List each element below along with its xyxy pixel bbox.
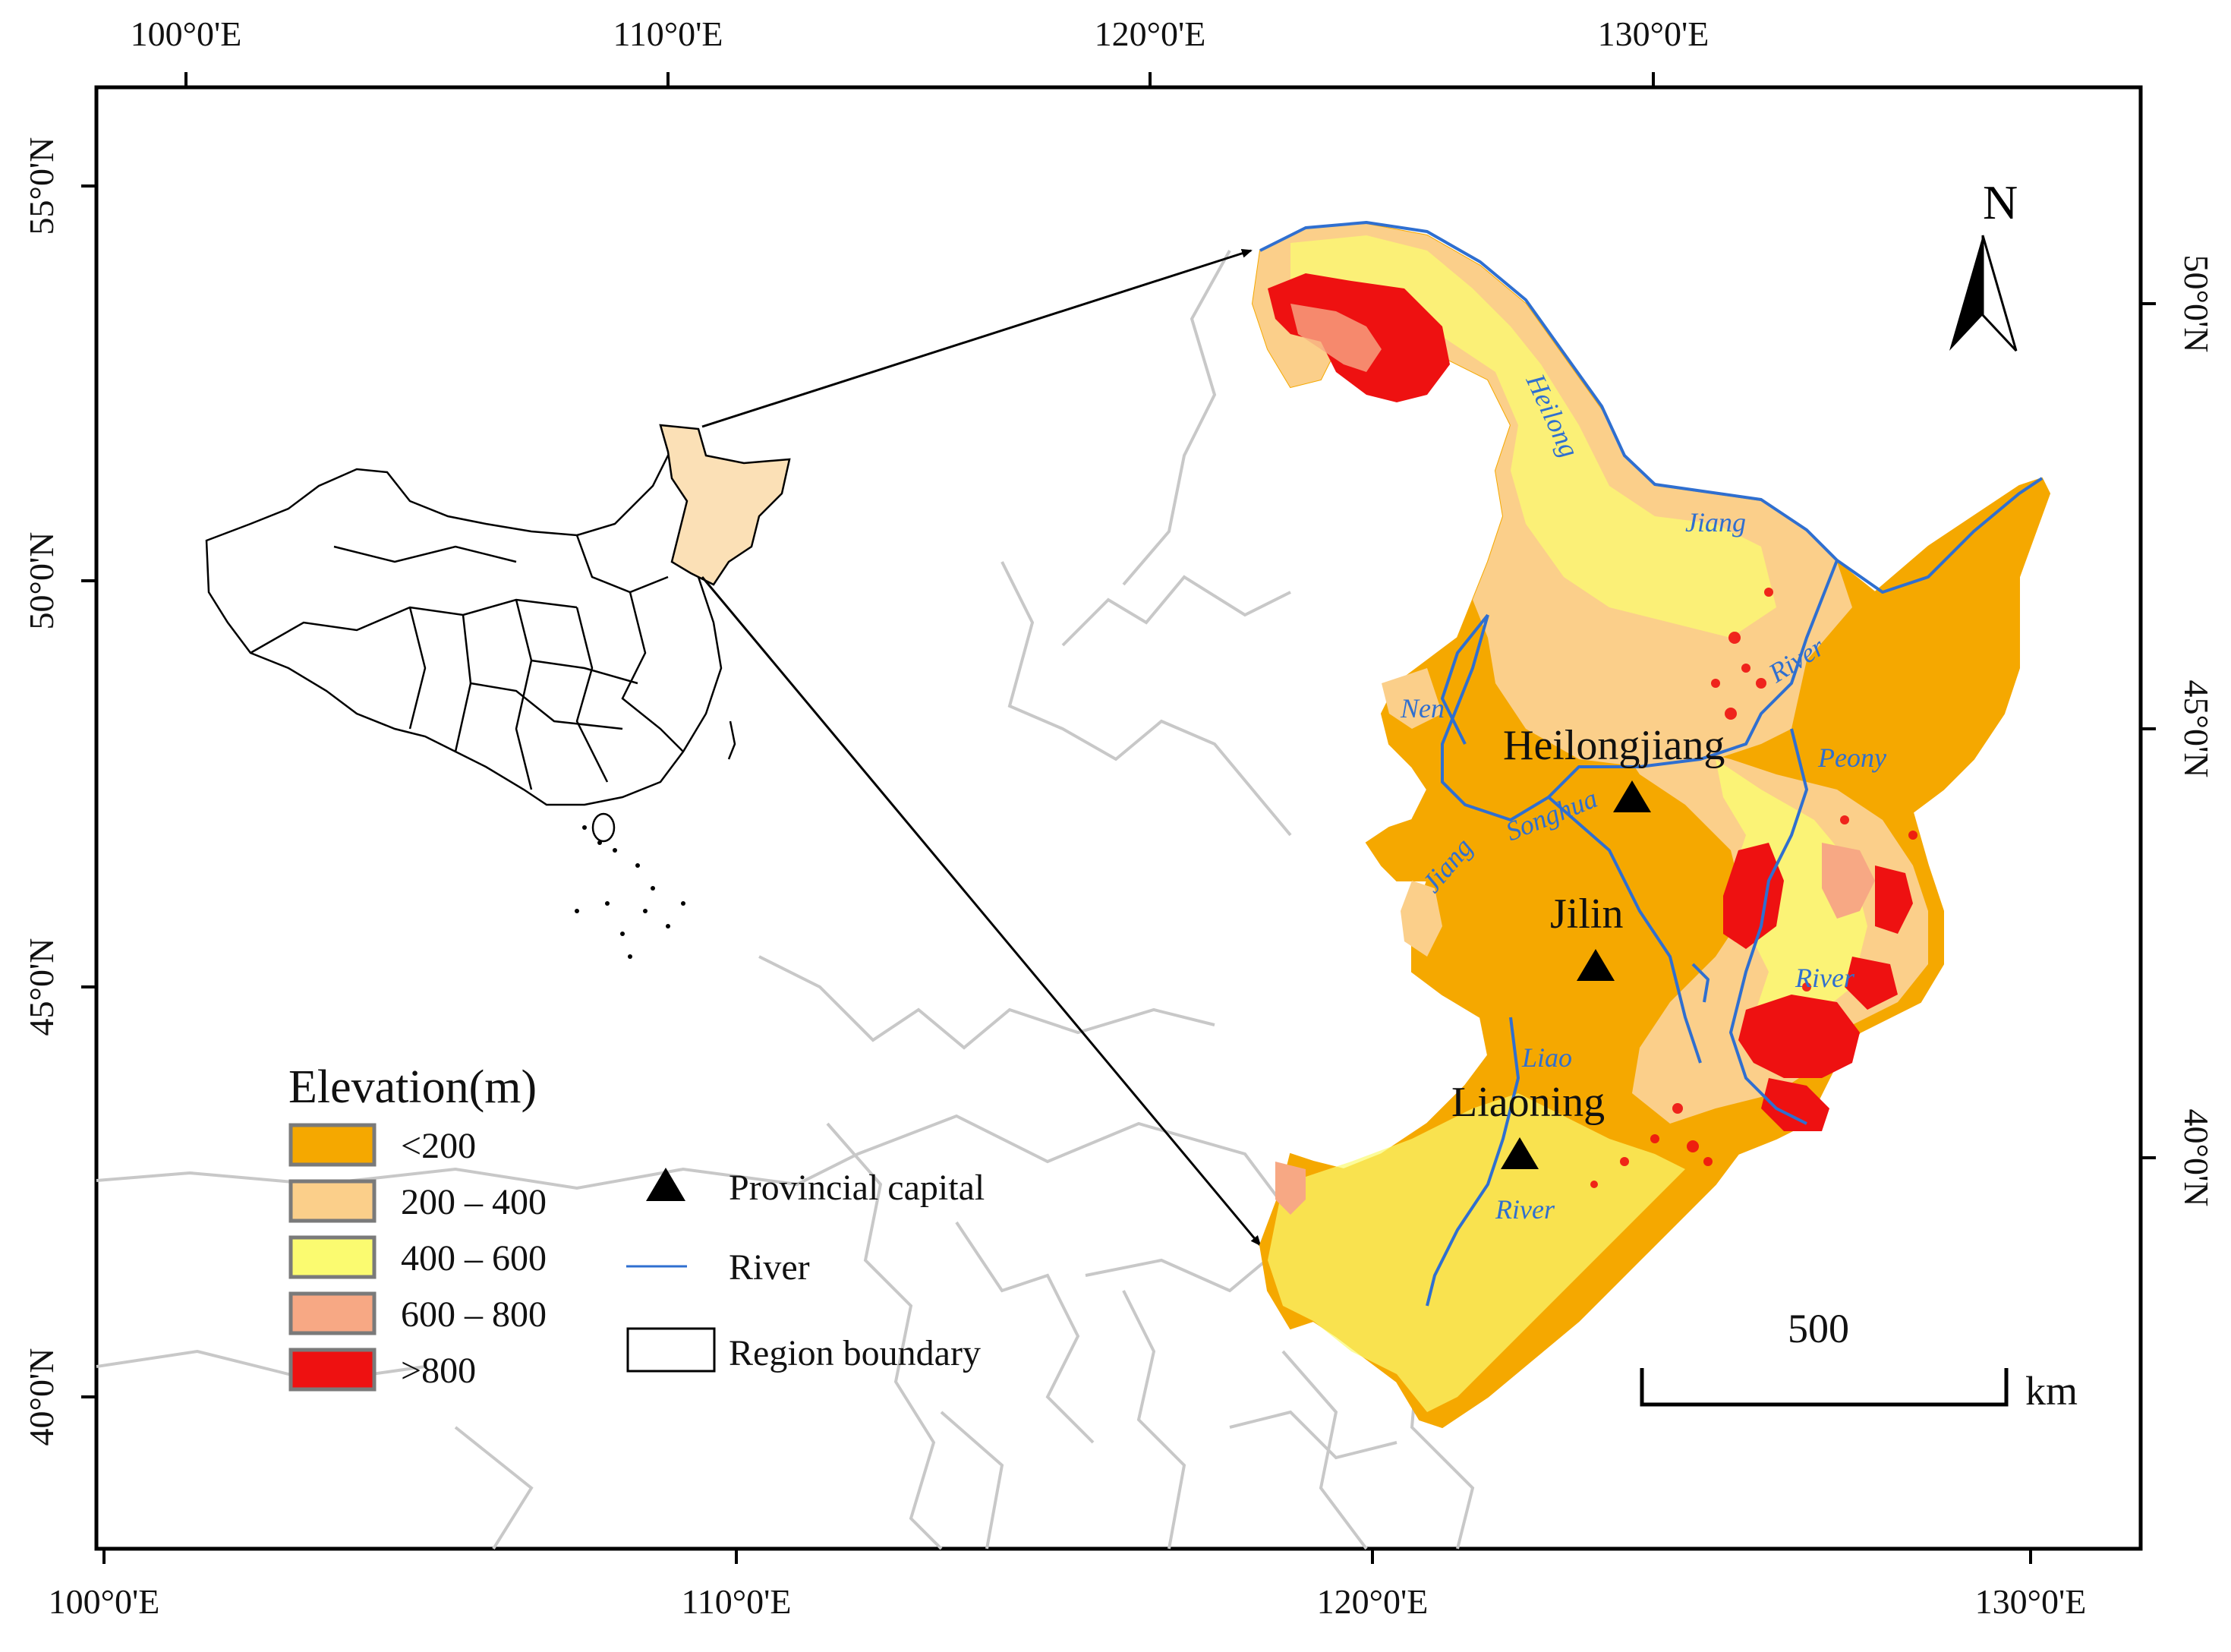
river-label: Nen	[1400, 693, 1445, 724]
elevation-600-800-north	[1290, 304, 1382, 372]
north-arrow: N	[1949, 175, 2018, 352]
legend-symbols: Provincial capital River Region boundary	[626, 1168, 985, 1373]
legend-swatch-label: 600 – 800	[401, 1294, 547, 1335]
heilong-river-east	[1836, 477, 2044, 594]
top-axis-label: 110°0'E	[613, 14, 723, 53]
legend-swatch-label: >800	[401, 1351, 476, 1391]
right-axis-label: 40°0'N	[2177, 1109, 2216, 1207]
bottom-axis-label: 110°0'E	[681, 1582, 791, 1621]
province-label-jilin: Jilin	[1550, 891, 1623, 938]
provincial-capitals: Heilongjiang Jilin Liaoning	[1451, 722, 1725, 1169]
north-arrow-left	[1949, 235, 1983, 351]
inset-province-boundary	[408, 607, 427, 730]
legend-swatch	[288, 1291, 377, 1335]
inset-island	[591, 812, 616, 843]
triangle-icon	[646, 1168, 685, 1201]
scale-bar-line	[1640, 1368, 2009, 1407]
elevation-200-400-nen	[1382, 668, 1442, 729]
china-inset-map	[205, 438, 736, 843]
elevation-scattered-high	[1590, 588, 1917, 1188]
scale-bar-value: 500	[1788, 1306, 1849, 1351]
legend-swatch	[288, 1348, 377, 1392]
axis-ticks	[81, 72, 2156, 1564]
river-label: Jiang	[1685, 507, 1746, 538]
legend-symbol-label: Provincial capital	[729, 1168, 985, 1208]
inset-arrow-top	[701, 248, 1253, 428]
top-axis-label: 100°0'E	[131, 14, 242, 53]
left-axis-label: 50°0'N	[22, 532, 61, 630]
legend-symbol-label: River	[729, 1247, 810, 1288]
river-label: River	[1495, 1194, 1555, 1225]
bottom-axis-labels: 100°0'E 110°0'E 120°0'E 130°0'E	[49, 1582, 2087, 1621]
legend-swatch	[288, 1179, 377, 1223]
river-label: River	[1795, 963, 1855, 993]
inset-province-boundary	[470, 682, 623, 730]
elevation-over-800-east	[1875, 865, 1913, 934]
capital-marker	[1501, 1137, 1539, 1169]
bottom-axis-label: 120°0'E	[1317, 1582, 1429, 1621]
legend-swatch-label: 200 – 400	[401, 1182, 547, 1222]
inset-arrow-bottom	[701, 576, 1262, 1247]
inset-coast	[727, 720, 736, 760]
elevation-600-800-east	[1822, 843, 1875, 919]
inset-province-boundary	[333, 545, 517, 563]
inset-province-boundary	[575, 534, 669, 594]
right-axis-labels: 50°0'N 45°0'N 40°0'N	[2177, 255, 2216, 1207]
heilong-songhua-river	[1259, 221, 1839, 821]
inset-province-boundary	[621, 591, 684, 752]
scale-bar-unit: km	[2025, 1368, 2078, 1414]
left-axis-label: 55°0'N	[22, 137, 61, 235]
elevation-400-600	[1290, 235, 1776, 638]
left-axis-label: 40°0'N	[22, 1348, 61, 1446]
top-axis-labels: 100°0'E 110°0'E 120°0'E 130°0'E	[131, 14, 1709, 53]
legend: Elevation(m) <200 200 – 400 400 – 600 600 –…	[288, 1061, 985, 1392]
elevation-over-800-east-2	[1845, 957, 1898, 1010]
province-label-liaoning: Liaoning	[1451, 1079, 1605, 1126]
legend-swatch-label: 400 – 600	[401, 1238, 547, 1278]
elevation-400-600-south	[1268, 1093, 1685, 1412]
elevation-200-400-west	[1401, 881, 1442, 957]
elevation-over-800-coast	[1761, 1078, 1829, 1131]
rivers	[1259, 221, 2044, 1307]
legend-symbol-label: Region boundary	[729, 1333, 981, 1373]
songhua-upper	[1547, 796, 1702, 1064]
left-axis-labels: 55°0'N 50°0'N 45°0'N 40°0'N	[22, 137, 61, 1446]
capital-marker	[1613, 780, 1651, 812]
peony-yalu-river	[1729, 728, 1808, 1125]
inset-province-boundary	[515, 599, 533, 790]
elevation-over-800-south	[1738, 995, 1860, 1078]
top-axis-label: 130°0'E	[1598, 14, 1709, 53]
box-icon	[626, 1327, 716, 1373]
legend-swatch	[288, 1123, 377, 1167]
legend-swatch-label: <200	[401, 1126, 476, 1166]
north-arrow-right	[1981, 235, 2018, 352]
reservoir	[1691, 963, 1709, 1003]
legend-swatch	[288, 1235, 377, 1279]
north-arrow-label: N	[1983, 175, 2018, 229]
inset-scattered-islands	[575, 825, 685, 959]
river-label: Liao	[1521, 1042, 1572, 1073]
elevation-400-600-east	[1716, 759, 1867, 1048]
top-axis-label: 120°0'E	[1095, 14, 1206, 53]
legend-title: Elevation(m)	[288, 1061, 537, 1113]
liao-river	[1426, 1017, 1520, 1307]
river-label: Peony	[1817, 742, 1886, 773]
inset-province-boundary	[575, 607, 609, 783]
bottom-axis-label: 130°0'E	[1975, 1582, 2087, 1621]
bottom-axis-label: 100°0'E	[49, 1582, 160, 1621]
scale-bar: 500 km	[1640, 1306, 2078, 1414]
right-axis-label: 50°0'N	[2177, 255, 2216, 353]
capital-marker	[1577, 949, 1615, 981]
inset-province-boundary	[531, 659, 638, 685]
legend-elevation-classes: <200 200 – 400 400 – 600 600 – 800 >800	[288, 1123, 547, 1392]
elevation-600-800-southwest	[1275, 1162, 1306, 1215]
left-axis-label: 45°0'N	[22, 938, 61, 1036]
inset-highlight-region	[659, 424, 791, 586]
right-axis-label: 45°0'N	[2177, 680, 2216, 778]
nen-river	[1441, 613, 1489, 745]
elevation-over-800-center	[1723, 843, 1784, 949]
province-label-heilongjiang: Heilongjiang	[1503, 722, 1725, 769]
